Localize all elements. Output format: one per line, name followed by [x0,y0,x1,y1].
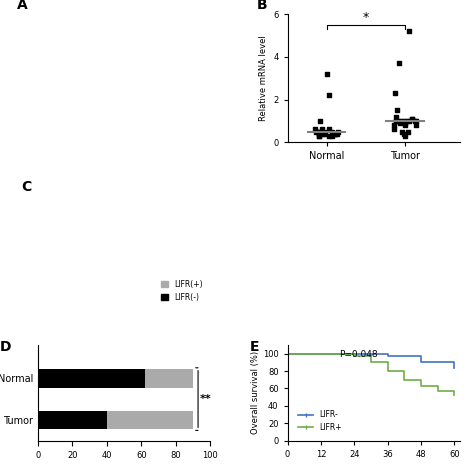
LIFR- [351,351,357,356]
Point [328,128,336,136]
Point [409,115,416,123]
Point [400,130,407,137]
Point [331,130,339,137]
LIFR- [285,351,291,356]
Point [398,128,406,136]
Point [319,126,326,133]
LIFR+ [418,377,424,383]
LIFR+ [351,353,357,359]
Text: A: A [17,0,28,12]
LIFR+ [368,353,374,359]
LIFR+ [285,351,291,356]
Bar [38,410,107,429]
LIFR+ [435,383,440,389]
Text: *: * [363,11,369,24]
LIFR- [385,353,391,359]
Point [405,27,412,35]
LIFR- [351,351,357,356]
Point [316,117,324,125]
LIFR+ [368,359,374,365]
LIFR+ [451,392,457,398]
Text: E: E [250,340,259,354]
Text: B: B [256,0,267,12]
Text: C: C [21,180,31,193]
Point [316,128,323,136]
LIFR+ [435,388,440,394]
Legend: LIFR(+), LIFR(-): LIFR(+), LIFR(-) [158,277,206,305]
Point [312,126,319,133]
Point [320,128,328,136]
Point [315,130,322,137]
Point [324,70,331,78]
LIFR+ [401,377,407,383]
Line: LIFR+: LIFR+ [288,354,454,395]
Point [312,128,320,136]
LIFR+ [385,368,391,374]
Text: D: D [0,340,11,354]
Point [391,121,398,129]
Point [326,91,333,99]
Point [316,132,323,140]
Point [318,128,326,136]
Point [392,117,400,125]
Point [401,132,409,140]
Point [408,115,416,123]
LIFR- [418,353,424,359]
Point [406,117,413,125]
Point [401,121,409,129]
Text: **: ** [200,394,211,404]
Point [397,119,404,127]
LIFR+ [385,359,391,365]
Text: P=0.048: P=0.048 [339,350,378,359]
Point [390,126,398,133]
Point [334,130,341,137]
Bar [38,369,145,388]
Point [392,113,399,120]
Point [394,117,402,125]
Legend: LIFR-, LIFR+: LIFR-, LIFR+ [295,407,345,435]
Point [411,117,419,125]
Point [328,132,336,140]
Line: LIFR-: LIFR- [288,354,454,368]
Point [321,130,329,137]
Point [401,119,409,127]
Point [334,128,342,136]
LIFR- [451,365,457,371]
LIFR+ [451,388,457,394]
LIFR- [385,351,391,356]
Point [404,128,411,136]
LIFR- [451,359,457,365]
Point [325,132,333,140]
Point [400,117,408,125]
Y-axis label: Overall survival (%): Overall survival (%) [251,351,260,434]
Point [315,132,322,140]
Bar [145,369,193,388]
Point [391,90,399,97]
Point [325,126,333,133]
LIFR+ [418,383,424,389]
Bar [107,410,193,429]
Point [393,107,401,114]
Y-axis label: Relative mRNA level: Relative mRNA level [259,36,268,121]
Point [331,130,338,137]
LIFR+ [351,351,357,356]
Point [397,117,404,125]
Point [412,121,419,129]
Point [395,60,403,67]
Point [403,117,411,125]
Point [318,130,326,137]
Point [314,128,322,136]
Point [412,117,419,125]
LIFR+ [401,368,407,374]
LIFR- [418,359,424,365]
